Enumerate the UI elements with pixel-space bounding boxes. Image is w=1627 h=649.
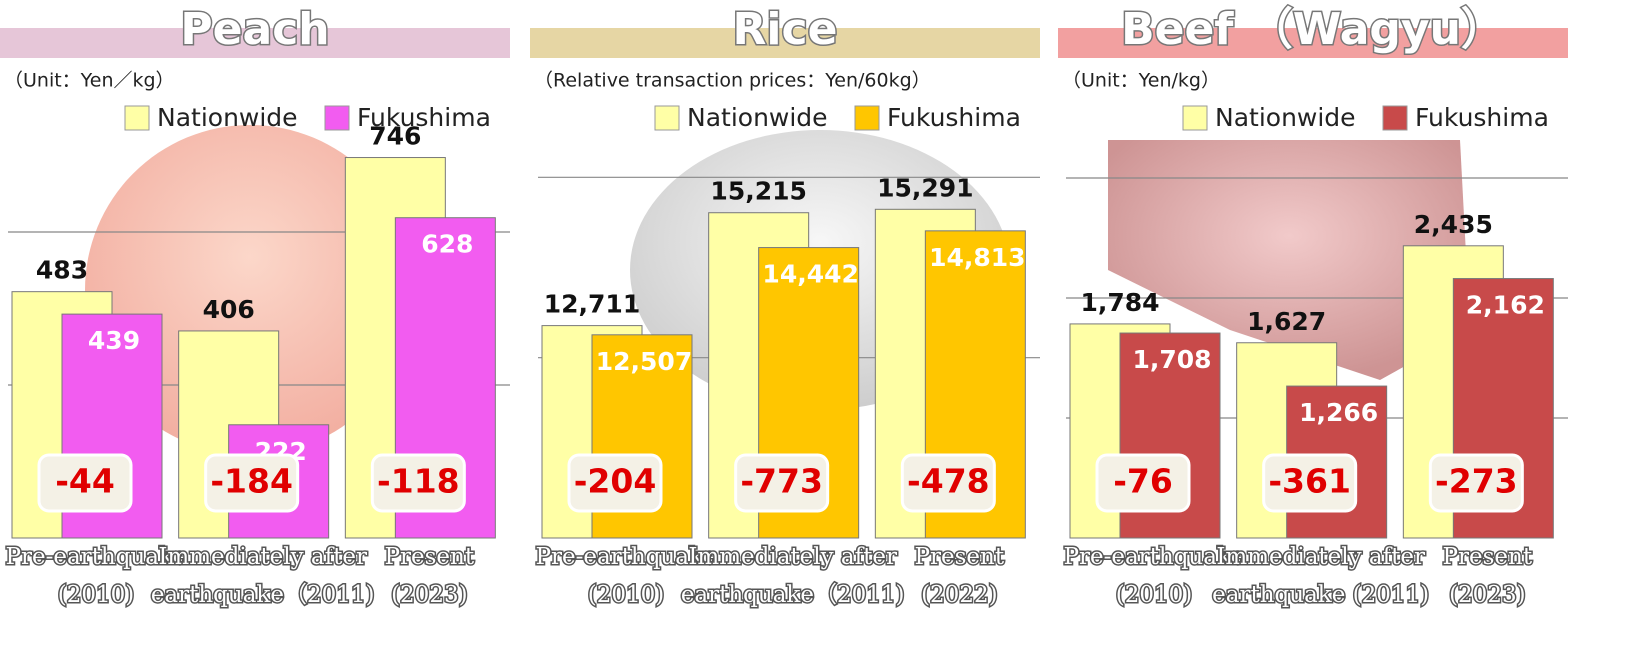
difference-label: -44 xyxy=(55,462,115,501)
value-label: 439 xyxy=(88,326,140,355)
x-tick-label: Present (2023) xyxy=(385,544,475,608)
title-band xyxy=(530,28,1040,58)
value-label: 628 xyxy=(421,230,473,259)
x-tick-line: Pre-earthquake xyxy=(535,544,716,570)
x-tick-label: Pre-earthquake (2010) xyxy=(535,544,716,608)
x-tick-line: Present xyxy=(915,544,1005,570)
difference-label: -118 xyxy=(377,462,460,501)
legend-swatch xyxy=(124,105,150,131)
value-label: 406 xyxy=(203,295,255,324)
value-label: 14,442 xyxy=(762,260,858,289)
title-band xyxy=(0,28,510,58)
difference-box xyxy=(1095,453,1191,513)
legend-swatch xyxy=(1382,105,1408,131)
value-label: 15,215 xyxy=(710,177,806,206)
chart-title: Beef （Wagyu） xyxy=(1121,4,1505,55)
legend-label: Nationwide xyxy=(157,103,298,132)
difference-box xyxy=(900,453,996,513)
x-tick-line: (2010) xyxy=(58,582,134,608)
legend-swatch xyxy=(854,105,880,131)
x-tick-label: Immediately after earthquake（2011) xyxy=(681,544,905,608)
title-band xyxy=(1058,28,1568,58)
chart-title: Peach xyxy=(180,4,329,55)
x-tick-label: Present (2023) xyxy=(1443,544,1533,608)
x-tick-label: Present (2022) xyxy=(915,544,1005,608)
legend-swatch xyxy=(324,105,350,131)
difference-label: -273 xyxy=(1435,462,1518,501)
unit-note: （Relative transaction prices：Yen/60kg） xyxy=(534,70,931,92)
difference-box xyxy=(37,453,133,513)
difference-box xyxy=(567,453,663,513)
x-tick-line: Immediately after xyxy=(1216,544,1425,570)
x-tick-line: (2010) xyxy=(588,582,664,608)
value-label: 12,711 xyxy=(544,290,640,319)
value-label: 483 xyxy=(36,256,88,285)
x-tick-line: Pre-earthquake xyxy=(1063,544,1244,570)
x-tick-label: Pre-earthquake (2010) xyxy=(5,544,186,608)
value-label: 2,435 xyxy=(1414,210,1493,239)
difference-label: -76 xyxy=(1113,462,1173,501)
legend-label: Nationwide xyxy=(1215,103,1356,132)
x-tick-line: earthquake（2011) xyxy=(151,582,375,608)
x-tick-line: Present xyxy=(1443,544,1533,570)
difference-label: -184 xyxy=(210,462,293,501)
peach-photo xyxy=(85,125,415,455)
value-label: 1,627 xyxy=(1247,307,1326,336)
beef-photo xyxy=(1108,140,1470,380)
unit-note: （Unit：Yen/kg） xyxy=(1062,70,1220,92)
x-tick-line: (2022) xyxy=(921,582,997,608)
difference-box xyxy=(1428,453,1524,513)
legend-label: Nationwide xyxy=(687,103,828,132)
x-tick-line: Immediately after xyxy=(688,544,897,570)
difference-label: -478 xyxy=(907,462,990,501)
chart-title: Rice xyxy=(733,4,838,55)
difference-label: -361 xyxy=(1268,462,1351,501)
value-label: 1,784 xyxy=(1080,288,1159,317)
value-label: 746 xyxy=(369,122,421,151)
value-label: 12,507 xyxy=(596,347,692,376)
value-label: 2,162 xyxy=(1466,291,1545,320)
difference-label: -204 xyxy=(574,462,657,501)
x-tick-line: earthquake (2011) xyxy=(1212,582,1429,608)
value-label: 15,291 xyxy=(877,173,973,202)
x-tick-line: (2023) xyxy=(391,582,467,608)
x-tick-label: Immediately after earthquake（2011) xyxy=(151,544,375,608)
legend-label: Fukushima xyxy=(1415,103,1549,132)
x-tick-label: Immediately after earthquake (2011) xyxy=(1212,544,1429,608)
x-tick-line: Pre-earthquake xyxy=(5,544,186,570)
value-label: 1,266 xyxy=(1299,398,1378,427)
legend-label: Fukushima xyxy=(357,103,491,132)
x-tick-line: Present xyxy=(385,544,475,570)
difference-box xyxy=(734,453,830,513)
difference-label: -773 xyxy=(740,462,823,501)
value-label: 14,813 xyxy=(929,243,1025,272)
x-tick-line: earthquake（2011) xyxy=(681,582,905,608)
difference-box xyxy=(204,453,300,513)
x-tick-line: (2010) xyxy=(1116,582,1192,608)
x-tick-label: Pre-earthquake (2010) xyxy=(1063,544,1244,608)
difference-box xyxy=(1262,453,1358,513)
unit-note: （Unit：Yen／kg） xyxy=(4,70,175,92)
difference-box xyxy=(370,453,466,513)
x-tick-line: Immediately after xyxy=(158,544,367,570)
x-tick-line: (2023) xyxy=(1449,582,1525,608)
legend-label: Fukushima xyxy=(887,103,1021,132)
value-label: 1,708 xyxy=(1132,345,1211,374)
legend-swatch xyxy=(654,105,680,131)
legend-swatch xyxy=(1182,105,1208,131)
